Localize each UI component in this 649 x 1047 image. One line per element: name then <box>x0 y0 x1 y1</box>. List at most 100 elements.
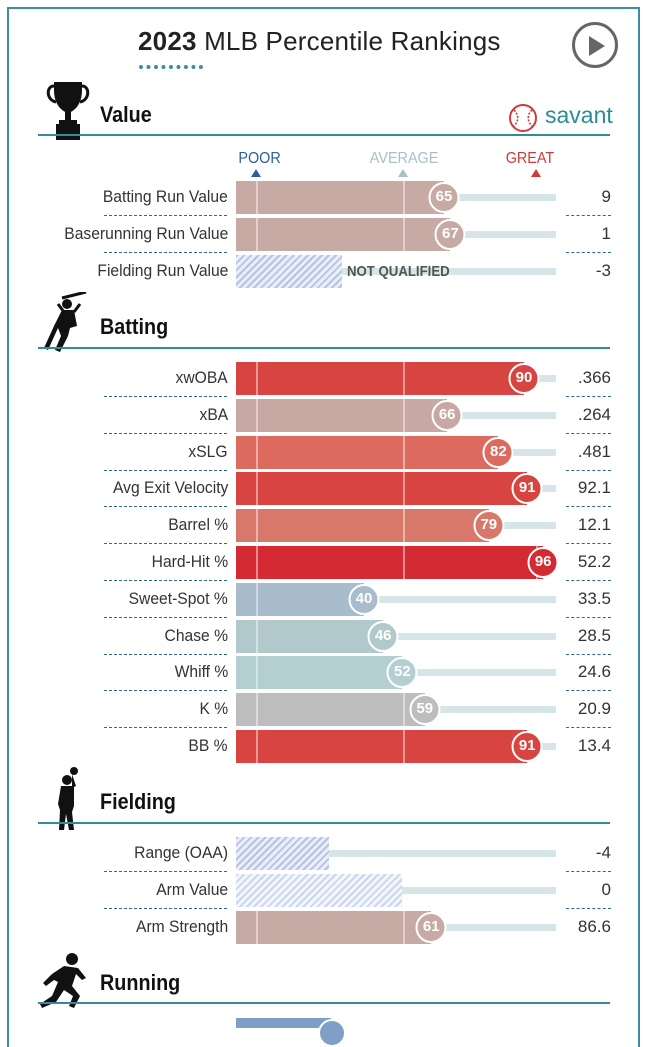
metric-row[interactable]: Barrel % 79 12.1 <box>0 509 649 545</box>
metric-label: Barrel % <box>168 515 228 535</box>
percentile-bar <box>236 693 425 727</box>
bar-gridline <box>403 546 405 579</box>
metric-value: 86.6 <box>577 917 611 936</box>
percentile-circle: 65 <box>428 182 460 213</box>
metric-label: Sweet-Spot % <box>128 588 228 608</box>
bar-gridline <box>403 730 405 763</box>
metric-row[interactable]: Chase % 46 28.5 <box>0 619 649 655</box>
bar-gridline <box>256 911 258 944</box>
page-title: 2023 MLB Percentile Rankings <box>138 26 501 57</box>
section-rule-fielding <box>38 822 610 824</box>
title-year: 2023 <box>138 26 197 56</box>
scale-poor-label: POOR <box>238 150 281 167</box>
percentile-track <box>236 850 556 857</box>
bar-gridline <box>403 181 405 214</box>
card-frame <box>7 7 640 1047</box>
trophy-icon <box>46 82 90 140</box>
value-divider <box>566 727 611 729</box>
metric-label: Chase % <box>164 625 228 645</box>
metric-row[interactable]: BB % 91 13.4 <box>0 730 649 763</box>
value-divider <box>566 469 611 471</box>
percentile-track <box>236 595 556 603</box>
hatched-bar <box>236 255 342 288</box>
scale-poor-arrow-icon <box>251 169 261 177</box>
metric-row[interactable]: xwOBA 90 .366 <box>0 362 649 397</box>
metric-label: Baserunning Run Value <box>63 224 228 243</box>
percentile-bar <box>236 582 364 616</box>
value-divider <box>566 396 611 397</box>
metric-label: xBA <box>199 404 228 424</box>
label-divider <box>104 653 227 655</box>
metric-row[interactable]: Avg Exit Velocity 91 92.1 <box>0 472 649 508</box>
metric-row[interactable]: Fielding Run Value NOT QUALIFIED -3 <box>0 255 649 288</box>
metric-row[interactable]: xSLG 82 .481 <box>0 435 649 471</box>
running-circle-partial <box>318 1019 346 1047</box>
metric-row[interactable]: Sweet-Spot % 40 33.5 <box>0 582 649 618</box>
percentile-circle: 90 <box>508 363 540 394</box>
metric-value: .366 <box>577 368 611 387</box>
metric-label: Range (OAA) <box>134 843 228 862</box>
bar-gridline <box>256 472 258 506</box>
bar-gridline <box>403 362 405 395</box>
metric-label: Whiff % <box>174 662 228 682</box>
bar-gridline <box>256 619 258 653</box>
runner-icon <box>40 953 86 1008</box>
percentile-circle: 82 <box>482 436 514 468</box>
label-divider <box>104 616 227 618</box>
title-text: MLB Percentile Rankings <box>204 26 501 56</box>
percentile-circle: 59 <box>409 694 441 726</box>
percentile-bar <box>236 362 524 395</box>
percentile-bar <box>236 619 384 653</box>
percentile-bar <box>236 656 403 690</box>
metric-label: Arm Strength <box>135 917 228 936</box>
bar-gridline <box>403 693 405 727</box>
value-divider <box>566 653 611 655</box>
percentile-bar <box>236 509 489 543</box>
play-icon <box>589 36 605 56</box>
metric-row[interactable]: Batting Run Value 65 9 <box>0 181 649 216</box>
label-divider <box>104 215 227 216</box>
metric-value: .264 <box>577 404 611 424</box>
value-divider <box>566 580 611 581</box>
metric-label: xwOBA <box>175 368 228 387</box>
section-rule-value <box>38 134 610 136</box>
metric-label: Avg Exit Velocity <box>112 478 228 498</box>
label-divider <box>104 908 227 909</box>
percentile-circle: 61 <box>415 912 447 943</box>
play-button[interactable] <box>572 22 618 68</box>
section-title-batting: Batting <box>100 314 169 339</box>
percentile-circle: 91 <box>511 473 543 505</box>
metric-row[interactable]: Arm Strength 61 86.6 <box>0 911 649 944</box>
bar-gridline <box>256 546 258 579</box>
metric-row[interactable]: K % 59 20.9 <box>0 693 649 729</box>
label-divider <box>104 543 227 545</box>
metric-label: Batting Run Value <box>103 187 228 206</box>
label-divider <box>104 432 227 434</box>
bar-gridline <box>256 218 258 251</box>
label-divider <box>104 252 227 253</box>
metric-row[interactable]: Range (OAA) -4 <box>0 837 649 872</box>
metric-row[interactable]: Hard-Hit % 96 52.2 <box>0 546 649 581</box>
metric-row[interactable]: xBA 66 .264 <box>0 398 649 434</box>
percentile-bar <box>236 911 432 944</box>
metric-value: -3 <box>595 261 611 280</box>
percentile-bar <box>236 218 451 251</box>
metric-value: 24.6 <box>577 662 611 682</box>
running-bar-partial <box>236 1018 331 1028</box>
metric-label: Fielding Run Value <box>97 261 228 280</box>
metric-row[interactable]: Baserunning Run Value 67 1 <box>0 218 649 253</box>
metric-row[interactable]: Whiff % 52 24.6 <box>0 656 649 692</box>
value-divider <box>566 252 611 253</box>
metric-label: K % <box>199 699 228 719</box>
metric-value: 92.1 <box>577 478 611 498</box>
bar-gridline <box>403 398 405 432</box>
hatched-bar <box>236 837 329 870</box>
label-divider <box>104 727 227 729</box>
metric-row[interactable]: Arm Value 0 <box>0 874 649 909</box>
metric-value: 28.5 <box>577 625 611 645</box>
percentile-circle: 52 <box>386 657 418 689</box>
scale-great-arrow-icon <box>531 169 541 177</box>
hatched-bar <box>236 874 403 907</box>
title-underline <box>139 65 203 69</box>
section-rule-batting <box>38 347 610 349</box>
